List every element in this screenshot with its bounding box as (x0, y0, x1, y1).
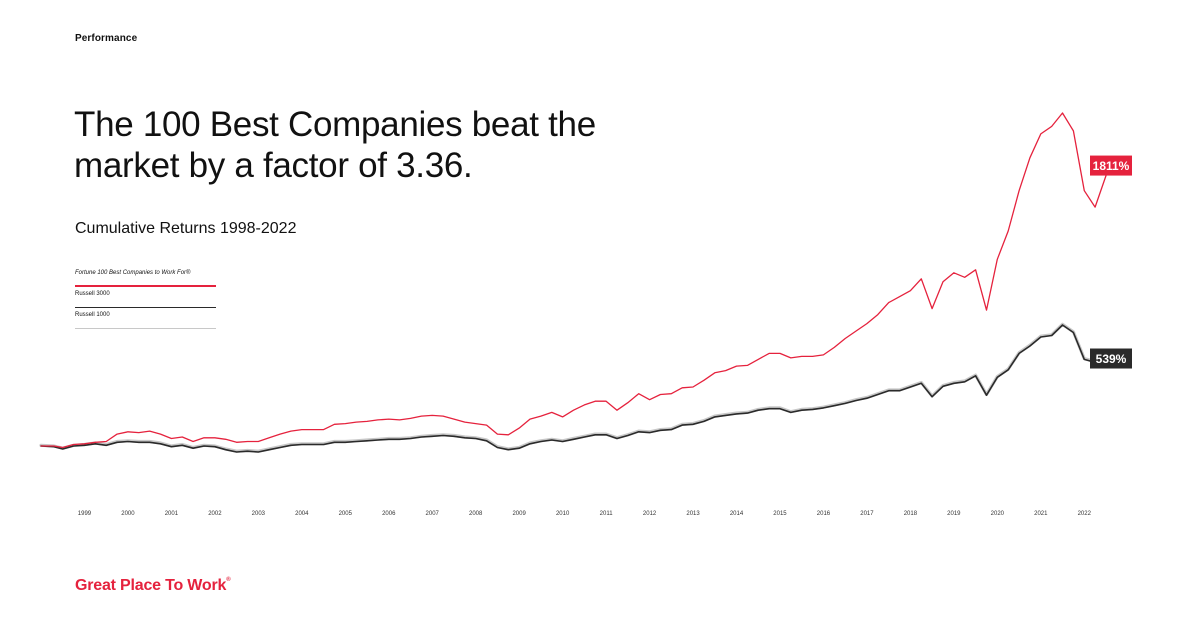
x-tick-label: 2018 (904, 511, 918, 517)
x-tick-label: 2000 (121, 511, 135, 517)
x-tick-label: 2006 (382, 511, 396, 517)
series-line-russell-3000 (40, 324, 1107, 453)
x-tick-label: 2010 (556, 511, 570, 517)
x-tick-label: 2012 (643, 511, 657, 517)
x-axis-tick-labels: 1999 2000 2001 2002 2003 2004 2005 2006 2007 2008… (78, 511, 1092, 517)
legend-swatch (75, 328, 216, 329)
registered-mark: ® (226, 577, 231, 583)
logo-text: Great Place To Work (75, 577, 227, 594)
callout-box (1090, 155, 1132, 176)
x-tick-label: 2015 (773, 511, 787, 517)
headline: The 100 Best Companies beat the market b… (74, 105, 596, 185)
x-tick-label: 2004 (295, 511, 309, 517)
legend-label: Fortune 100 Best Companies to Work For® (75, 270, 191, 276)
end-value-callout-russell-3000: 539% (1090, 348, 1132, 369)
callout-value: 539% (1096, 352, 1127, 366)
series-line-fortune-100 (40, 112, 1107, 449)
chart-subtitle: Cumulative Returns 1998-2022 (75, 220, 297, 237)
section-label: Performance (75, 33, 138, 44)
x-tick-label: 2003 (252, 511, 266, 517)
x-tick-label: 2016 (817, 511, 831, 517)
x-tick-label: 2020 (991, 511, 1005, 517)
x-tick-label: 2005 (339, 511, 353, 517)
x-tick-label: 2011 (600, 511, 614, 517)
x-tick-label: 2019 (947, 511, 961, 517)
legend-swatch (75, 307, 216, 308)
x-tick-label: 2017 (860, 511, 874, 517)
legend-item-russell-3000: Russell 3000 (75, 288, 216, 309)
callout-value: 1811% (1093, 159, 1130, 173)
end-value-callout-fortune-100: 1811% (1090, 155, 1132, 176)
legend-label: Russell 1000 (75, 312, 110, 318)
great-place-to-work-logo: Great Place To Work® (75, 577, 231, 595)
legend-item-fortune-100: Fortune 100 Best Companies to Work For® (75, 267, 216, 288)
x-tick-label: 1999 (78, 511, 92, 517)
series-line-russell-1000 (39, 322, 1108, 453)
x-tick-label: 2022 (1078, 511, 1092, 517)
legend-swatch (75, 285, 216, 287)
x-tick-label: 2002 (208, 511, 222, 517)
x-tick-label: 2009 (512, 511, 526, 517)
x-tick-label: 2013 (686, 511, 700, 517)
legend-item-russell-1000: Russell 1000 (75, 309, 216, 330)
legend-label: Russell 3000 (75, 291, 110, 297)
x-tick-label: 2014 (730, 511, 744, 517)
chart-legend: Fortune 100 Best Companies to Work For® … (75, 267, 216, 330)
callout-box (1090, 348, 1132, 369)
x-tick-label: 2007 (426, 511, 440, 517)
x-tick-label: 2021 (1034, 511, 1048, 517)
x-tick-label: 2008 (469, 511, 483, 517)
x-tick-label: 2001 (165, 511, 179, 517)
